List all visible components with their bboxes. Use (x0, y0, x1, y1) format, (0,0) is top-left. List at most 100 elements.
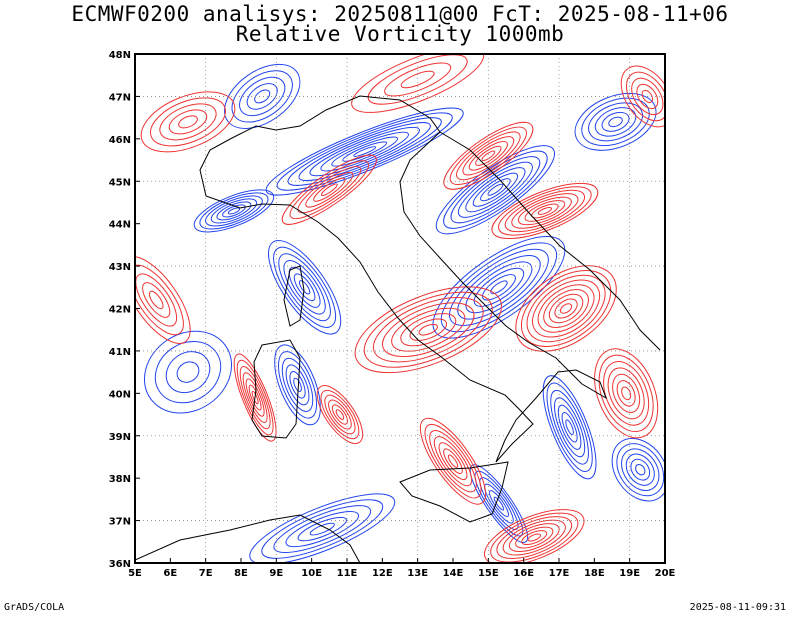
contour-line (603, 361, 650, 426)
contour-line (249, 493, 396, 563)
contour-line (474, 470, 524, 537)
contour-line (285, 510, 360, 548)
contour-line (608, 116, 623, 128)
contour-line (289, 371, 306, 399)
contour-line (324, 394, 356, 435)
contour-line (384, 62, 452, 97)
lat-tick-label: 40N (109, 389, 131, 400)
contour-line (520, 270, 612, 347)
lon-tick-label: 14E (443, 568, 464, 579)
contour-line (532, 279, 601, 338)
lat-tick-label: 37N (109, 517, 131, 528)
contour-line (631, 77, 664, 116)
africa-coastline (135, 514, 361, 563)
contour-line (274, 344, 321, 426)
contour-line (491, 182, 599, 240)
vorticity-feature-positive (594, 348, 659, 439)
grid-lines (135, 54, 665, 563)
contour-line (574, 92, 657, 151)
contour-line (293, 377, 302, 392)
contour-line (289, 160, 370, 220)
contour-line (456, 131, 521, 181)
contour-line (565, 419, 574, 436)
contour-line (199, 192, 269, 230)
contour-line (588, 102, 644, 142)
contour-line (309, 126, 420, 177)
vorticity-feature-negative (542, 375, 597, 480)
contour-line (517, 196, 572, 226)
contour-line (429, 430, 477, 493)
contour-line (143, 330, 233, 414)
contour-line (418, 323, 438, 336)
contour-line (227, 207, 241, 215)
contour-line (245, 378, 265, 417)
contour-line (462, 136, 515, 176)
vorticity-feature-negative (224, 63, 301, 129)
contour-line (288, 266, 321, 308)
contour-line (443, 448, 463, 474)
contour-line (511, 193, 579, 229)
lon-tick-label: 7E (199, 568, 213, 579)
contour-line (527, 533, 541, 542)
contour-line (635, 463, 646, 476)
contour-line (419, 417, 487, 505)
contour-line (521, 530, 548, 546)
contour-line (524, 200, 566, 222)
vorticity-feature-negative (432, 236, 566, 339)
contour-line (502, 519, 566, 556)
contour-line (320, 389, 360, 440)
contour-line (625, 71, 665, 122)
contour-line (481, 150, 496, 162)
contour-line (621, 448, 660, 491)
contour-line (309, 522, 335, 536)
lon-tick-label: 8E (234, 568, 248, 579)
contour-line (224, 63, 301, 129)
contour-line (278, 253, 331, 322)
lat-tick-label: 46N (109, 135, 131, 146)
contour-line (493, 496, 505, 511)
vorticity-feature-negative (193, 189, 275, 233)
contour-line (316, 385, 364, 444)
vorticity-feature-positive (351, 54, 485, 113)
contour-line (372, 297, 484, 363)
contour-line (498, 186, 592, 236)
contour-line (641, 89, 654, 103)
contour-line (154, 340, 222, 404)
contour-line (581, 97, 650, 147)
contour-line (515, 526, 554, 549)
vorticity-feature-negative (574, 92, 657, 151)
contour-line (261, 499, 384, 559)
contour-line (483, 509, 585, 563)
contour-line (281, 357, 314, 412)
contour-line (367, 54, 468, 105)
contour-line (448, 248, 549, 326)
contour-line (283, 260, 326, 315)
contour-line (176, 361, 200, 383)
contour-line (273, 246, 337, 328)
lon-tick-label: 19E (619, 568, 640, 579)
contour-line (150, 97, 226, 147)
lat-tick-label: 45N (109, 177, 131, 188)
contour-line (135, 273, 178, 327)
contour-line (298, 280, 311, 295)
contour-line (561, 412, 578, 443)
vorticity-feature-positive (233, 353, 277, 442)
footer-credit: GrADS/COLA (4, 602, 65, 613)
contour-line (601, 111, 630, 132)
contour-line (554, 298, 578, 319)
contour-line (531, 203, 559, 219)
contour-line (636, 83, 659, 110)
vorticity-feature-positive (354, 286, 502, 374)
lon-tick-label: 9E (269, 568, 283, 579)
contour-line (465, 167, 526, 213)
contour-line (468, 140, 508, 171)
contour-line (616, 380, 636, 407)
contour-line (559, 303, 573, 314)
contour-line (285, 364, 310, 406)
contour-line (537, 206, 552, 215)
lon-tick-label: 6E (163, 568, 177, 579)
lon-tick-label: 20E (655, 568, 676, 579)
lat-tick-label: 43N (109, 262, 131, 273)
contour-line (479, 477, 519, 531)
